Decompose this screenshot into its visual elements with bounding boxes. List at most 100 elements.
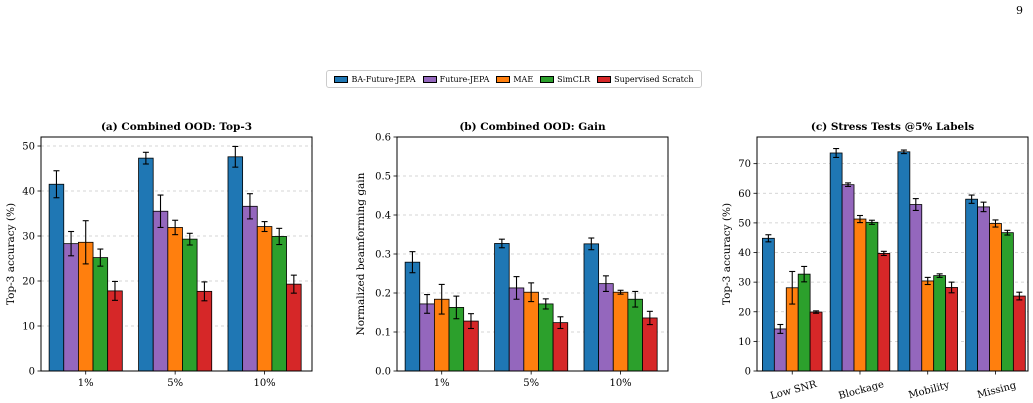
legend-swatch-simclr <box>540 75 555 83</box>
chart-1-bar-simclr-1 <box>92 257 109 372</box>
chart-2-bar-ba-future-jepa-1 <box>404 261 421 372</box>
chart-2-ytick-label: 0.0 <box>375 367 391 378</box>
chart-2-ytick-label: 0.6 <box>375 133 391 144</box>
chart-3-bar-future-jepa-low-snr <box>773 328 787 372</box>
chart-1-bar-supervised-scratch-10 <box>286 283 302 372</box>
chart-3-ylabel: Top-3 accuracy (%) <box>721 203 733 305</box>
chart-2-bar-future-jepa-10 <box>598 283 614 372</box>
chart-3-ytick-label: 60 <box>738 189 751 200</box>
chart-3-xtick-label: Missing <box>976 380 1018 401</box>
chart-3-ytick-label: 70 <box>738 159 751 170</box>
legend-swatch-future-jepa <box>422 75 437 83</box>
legend: BA-Future-JEPA Future-JEPA MAE SimCLR Su… <box>326 70 702 88</box>
chart-1-xtick-label: 5% <box>167 378 183 389</box>
chart-3-bar-future-jepa-blockage <box>841 184 855 372</box>
chart-2-bar-ba-future-jepa-5 <box>494 243 510 372</box>
chart-3-bar-ba-future-jepa-mobility <box>897 151 911 372</box>
chart-1-bar-simclr-5 <box>182 238 198 372</box>
chart-1-xtick-label: 10% <box>253 378 275 389</box>
legend-swatch-supervised-scratch <box>597 75 612 83</box>
chart-2-ytick-label: 0.5 <box>375 172 391 183</box>
chart-3-bar-supervised-scratch-blockage <box>877 253 891 372</box>
legend-item-future-jepa: Future-JEPA <box>422 74 490 84</box>
chart-2-ytick-label: 0.4 <box>375 211 391 222</box>
chart-1-ytick-label: 10 <box>22 322 35 333</box>
legend-label-supervised-scratch: Supervised Scratch <box>614 74 694 84</box>
legend-label-mae: MAE <box>513 74 534 84</box>
chart-1-ytick-label: 40 <box>22 187 35 198</box>
chart-2-bar-simclr-10 <box>627 298 643 372</box>
chart-3-bar-mae-blockage <box>853 218 867 372</box>
chart-2-bar-supervised-scratch-5 <box>552 322 569 372</box>
chart-3-xtick-label: Low SNR <box>769 379 818 402</box>
chart-2-bar-mae-10 <box>612 291 629 372</box>
chart-1-ylabel: Top-3 accuracy (%) <box>5 203 17 305</box>
chart-2-axes-frame <box>396 136 669 372</box>
chart-2-xtick-label: 1% <box>434 378 450 389</box>
chart-1-bar-supervised-scratch-5 <box>196 290 213 372</box>
chart-3-bar-simclr-blockage <box>865 221 879 372</box>
chart-2-ylabel: Normalized beamforming gain <box>355 172 367 335</box>
chart-1-bar-supervised-scratch-1 <box>107 290 123 372</box>
chart-1-ytick-label: 30 <box>22 232 35 243</box>
chart-2-bar-future-jepa-1 <box>419 303 435 372</box>
legend-item-ba-future-jepa: BA-Future-JEPA <box>334 74 416 84</box>
chart-1-bar-future-jepa-5 <box>152 210 169 372</box>
chart-2-xtick-label: 10% <box>609 378 631 389</box>
chart-1-xtick-label: 1% <box>78 378 94 389</box>
chart-3-bar-future-jepa-missing <box>977 206 990 372</box>
chart-1-bar-ba-future-jepa-1 <box>48 183 65 372</box>
legend-swatch-mae <box>496 75 511 83</box>
chart-2-title: (b) Combined OOD: Gain <box>459 121 606 133</box>
chart-1-ytick-label: 50 <box>22 142 35 153</box>
chart-3-bar-ba-future-jepa-blockage <box>829 152 843 372</box>
legend-item-simclr: SimCLR <box>540 75 590 84</box>
chart-3-bar-mae-missing <box>989 223 1002 372</box>
chart-1-bar-ba-future-jepa-10 <box>227 156 244 372</box>
chart-3-bar-supervised-scratch-mobility <box>945 287 958 372</box>
chart-2-bar-mae-5 <box>523 291 539 372</box>
chart-2-bar-simclr-5 <box>538 303 554 372</box>
legend-label-future-jepa: Future-JEPA <box>439 74 490 84</box>
chart-3-bar-ba-future-jepa-low-snr <box>762 237 775 372</box>
page-number: 9 <box>1016 4 1023 17</box>
chart-3-ytick-label: 50 <box>738 218 751 229</box>
chart-2-xtick-label: 5% <box>523 378 539 389</box>
chart-3-bar-ba-future-jepa-missing <box>965 198 978 372</box>
chart-1-title: (a) Combined OOD: Top-3 <box>101 121 252 133</box>
chart-3-bar-future-jepa-mobility <box>909 204 923 372</box>
legend-label-ba-future-jepa: BA-Future-JEPA <box>351 74 416 84</box>
chart-3-axes-frame <box>756 136 1029 372</box>
chart-3-title: (c) Stress Tests @5% Labels <box>811 121 974 133</box>
legend-item-supervised-scratch: Supervised Scratch <box>597 75 693 84</box>
legend-swatch-ba-future-jepa <box>334 75 349 83</box>
chart-1-axes-frame <box>40 136 313 372</box>
chart-2-bar-ba-future-jepa-10 <box>583 243 600 372</box>
chart-3-ytick-label: 20 <box>738 307 751 318</box>
chart-2-ytick-label: 0.2 <box>375 289 391 300</box>
chart-1-bar-ba-future-jepa-5 <box>138 157 154 372</box>
legend-item-mae: MAE <box>496 75 533 84</box>
chart-3-ytick-label: 30 <box>738 278 751 289</box>
chart-3-xtick-label: Mobility <box>907 380 951 402</box>
chart-1-bar-simclr-10 <box>271 236 287 372</box>
chart-2-bar-future-jepa-5 <box>508 287 525 372</box>
chart-2-ytick-label: 0.1 <box>375 328 391 339</box>
chart-1-bar-future-jepa-10 <box>242 205 258 372</box>
chart-3-bar-simclr-mobility <box>933 275 947 372</box>
chart-3-ytick-label: 0 <box>745 367 751 378</box>
chart-3-bar-simclr-missing <box>1001 232 1014 372</box>
chart-3-bar-mae-mobility <box>921 280 935 372</box>
chart-3-xtick-label: Blockage <box>837 379 885 402</box>
chart-1-bar-mae-5 <box>167 227 183 372</box>
chart-2-bar-supervised-scratch-10 <box>642 317 658 372</box>
chart-1-ytick-label: 0 <box>29 367 35 378</box>
chart-3-bar-supervised-scratch-missing <box>1012 295 1026 372</box>
chart-1-bar-future-jepa-1 <box>63 243 79 372</box>
legend-label-simclr: SimCLR <box>557 74 591 84</box>
chart-3-ytick-label: 10 <box>738 337 751 348</box>
chart-1-ytick-label: 20 <box>22 277 35 288</box>
chart-3-bar-supervised-scratch-low-snr <box>809 311 823 372</box>
chart-2-ytick-label: 0.3 <box>375 250 391 261</box>
